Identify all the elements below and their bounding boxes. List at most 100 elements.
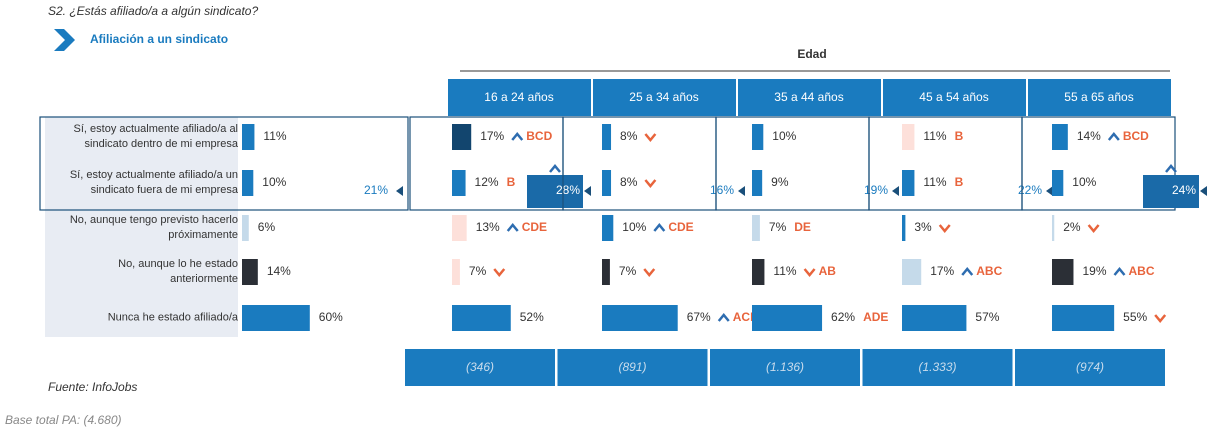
affiliated-outline <box>562 116 717 211</box>
value-label: 6% <box>258 220 276 234</box>
bar <box>1052 305 1115 331</box>
significance-letters: CDE <box>668 220 693 234</box>
pointer <box>396 186 403 196</box>
affiliated-outline <box>39 116 409 211</box>
value-label: 52% <box>520 310 544 324</box>
bar <box>902 170 915 196</box>
question: S2. ¿Estás afiliado/a a algún sindicato? <box>48 4 258 18</box>
chart-title: Afiliación a un sindicato <box>90 32 228 46</box>
title-icon <box>54 29 75 51</box>
group-label: Edad <box>797 47 826 61</box>
significance-letters: DE <box>794 220 811 234</box>
value-label: 7% <box>769 220 787 234</box>
series-name: 25 a 34 años <box>629 90 698 104</box>
bar <box>752 170 763 196</box>
bar <box>602 259 610 285</box>
pointer <box>1200 186 1207 196</box>
source: Fuente: InfoJobs <box>48 380 137 394</box>
significance-arrow <box>653 223 666 232</box>
category-label: No, aunque tengo previsto hacerlo próxim… <box>69 214 238 241</box>
base-box <box>557 349 708 386</box>
affiliated-outline <box>1021 116 1176 211</box>
value-label: 17% <box>480 129 504 143</box>
bar <box>752 124 764 150</box>
significance-arrow <box>1165 164 1177 173</box>
value-label: 57% <box>975 310 999 324</box>
significance-arrow <box>717 313 730 322</box>
significance-arrow <box>643 268 656 277</box>
base-total: Base total PA: (4.680) <box>5 413 122 427</box>
value-label: 60% <box>319 310 343 324</box>
bar <box>1052 124 1068 150</box>
bar <box>452 170 466 196</box>
series-name: 16 a 24 años <box>484 90 553 104</box>
value-label: 10% <box>622 220 646 234</box>
base-label: (346) <box>466 360 494 374</box>
affiliated-value: 24% <box>1172 183 1196 197</box>
label-panel <box>45 117 238 337</box>
value-label: 13% <box>476 220 500 234</box>
value-label: 10% <box>262 175 286 189</box>
base-box <box>1015 349 1165 386</box>
significance-letters: B <box>955 175 964 189</box>
significance-letters: B <box>955 129 964 143</box>
value-label: 9% <box>771 175 789 189</box>
bar <box>1052 170 1064 196</box>
affiliated-value: 16% <box>710 183 734 197</box>
base-label: (891) <box>618 360 646 374</box>
series-name: 55 a 65 años <box>1064 90 1133 104</box>
significance-letters: B <box>507 175 516 189</box>
bar <box>452 305 511 331</box>
value-label: 3% <box>914 220 932 234</box>
value-label: 2% <box>1063 220 1081 234</box>
significance-letters: ABC <box>1129 264 1155 278</box>
category-label: Sí, estoy actualmente afiliado/a un sind… <box>69 169 238 196</box>
bar <box>452 215 467 241</box>
value-label: 14% <box>1077 129 1101 143</box>
significance-letters: AB <box>819 264 837 278</box>
affiliated-value: 22% <box>1018 183 1042 197</box>
value-label: 10% <box>772 129 796 143</box>
affiliated-box <box>527 175 583 208</box>
significance-arrow <box>1107 132 1120 141</box>
bar <box>242 259 258 285</box>
significance-letters: BCD <box>526 129 552 143</box>
header-box <box>593 79 736 116</box>
significance-arrow <box>938 224 951 233</box>
series-name: 45 a 54 años <box>919 90 988 104</box>
base-box <box>405 349 555 386</box>
base-label: (974) <box>1076 360 1104 374</box>
significance-arrow <box>961 267 974 276</box>
bar <box>1052 215 1055 241</box>
value-label: 19% <box>1082 264 1106 278</box>
bar <box>752 215 760 241</box>
bar <box>1052 259 1074 285</box>
header-box <box>448 79 591 116</box>
value-label: 14% <box>267 264 291 278</box>
base-box <box>862 349 1013 386</box>
bar <box>752 305 823 331</box>
affiliated-total: 21% <box>364 183 388 197</box>
bar <box>452 124 472 150</box>
bar <box>602 124 612 150</box>
bar <box>602 170 612 196</box>
base-label: (1.333) <box>918 360 956 374</box>
affiliated-value: 19% <box>864 183 888 197</box>
significance-arrow <box>1154 314 1167 323</box>
header-box <box>1028 79 1171 116</box>
pointer <box>892 186 899 196</box>
significance-letters: CDE <box>522 220 547 234</box>
value-label: 62% <box>831 310 855 324</box>
value-label: 11% <box>773 264 796 278</box>
bar <box>902 124 915 150</box>
significance-arrow <box>549 164 561 173</box>
value-label: 17% <box>930 264 954 278</box>
bar <box>902 215 906 241</box>
significance-arrow <box>644 133 657 142</box>
affiliated-value: 28% <box>556 183 580 197</box>
value-label: 11% <box>923 129 946 143</box>
header-box <box>738 79 881 116</box>
value-label: 11% <box>263 129 286 143</box>
